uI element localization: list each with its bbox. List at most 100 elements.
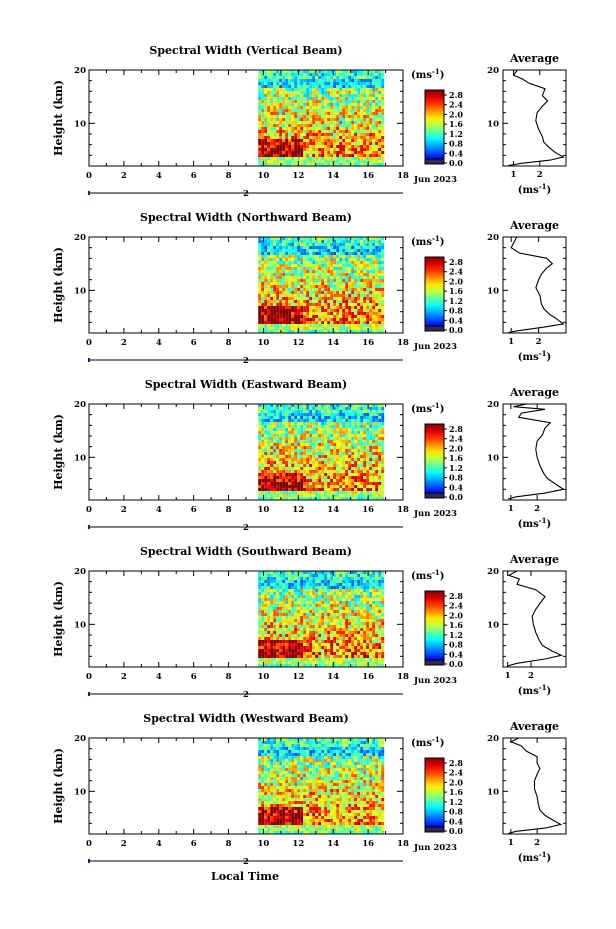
heatmap-cell <box>330 318 334 321</box>
heatmap-cell <box>276 407 280 410</box>
heatmap-cell <box>372 249 376 252</box>
heatmap-cell <box>366 321 370 324</box>
heatmap-cell <box>360 464 364 467</box>
heatmap-cell <box>363 103 367 106</box>
heatmap-cell <box>381 157 385 160</box>
heatmap-cell <box>375 583 379 586</box>
heatmap-cell <box>330 160 334 163</box>
heatmap-cell <box>315 491 319 494</box>
heatmap-cell <box>357 318 361 321</box>
heatmap-cell <box>381 306 385 309</box>
heatmap-cell <box>261 589 265 592</box>
heatmap-cell <box>300 255 304 258</box>
heatmap-cell <box>297 124 301 127</box>
heatmap-cell <box>291 297 295 300</box>
heatmap-cell <box>333 428 337 431</box>
heatmap-cell <box>351 458 355 461</box>
heatmap-cell <box>312 288 316 291</box>
heatmap-cell <box>354 106 358 109</box>
heatmap-cell <box>303 160 307 163</box>
heatmap-cell <box>264 237 268 240</box>
heatmap-cell <box>294 318 298 321</box>
heatmap-cell <box>261 443 265 446</box>
heatmap-cell <box>273 422 277 425</box>
heatmap-cell <box>339 425 343 428</box>
heatmap-cell <box>291 464 295 467</box>
heatmap-cell <box>375 303 379 306</box>
heatmap-cell <box>351 598 355 601</box>
heatmap-cell <box>258 458 262 461</box>
heatmap-cell <box>324 315 328 318</box>
heatmap-cell <box>264 243 268 246</box>
heatmap-cell <box>294 607 298 610</box>
heatmap-cell <box>348 243 352 246</box>
heatmap-cell <box>360 491 364 494</box>
heatmap-cell <box>342 276 346 279</box>
heatmap-cell <box>315 145 319 148</box>
heatmap-cell <box>258 589 262 592</box>
heatmap-cell <box>279 133 283 136</box>
heatmap-cell <box>369 139 373 142</box>
heatmap-cell <box>297 112 301 115</box>
heatmap-cell <box>333 434 337 437</box>
heatmap-cell <box>315 470 319 473</box>
heatmap-cell <box>357 574 361 577</box>
heatmap-cell <box>309 577 313 580</box>
heatmap-cell <box>351 85 355 88</box>
heatmap-cell <box>336 577 340 580</box>
heatmap-cell <box>372 79 376 82</box>
heatmap-cell <box>279 437 283 440</box>
heatmap-cell <box>270 574 274 577</box>
heatmap-cell <box>288 91 292 94</box>
heatmap-cell <box>324 151 328 154</box>
heatmap-cell <box>330 282 334 285</box>
heatmap-cell <box>300 574 304 577</box>
heatmap-cell <box>369 70 373 73</box>
heatmap-cell <box>258 422 262 425</box>
heatmap-cell <box>279 270 283 273</box>
heatmap-cell <box>342 601 346 604</box>
heatmap-cell <box>339 404 343 407</box>
heatmap-cell <box>333 276 337 279</box>
heatmap-cell <box>348 309 352 312</box>
heatmap-cell <box>267 136 271 139</box>
heatmap-cell <box>273 580 277 583</box>
heatmap-cell <box>276 476 280 479</box>
heatmap-cell <box>276 595 280 598</box>
heatmap-cell <box>285 458 289 461</box>
heatmap-cell <box>261 279 265 282</box>
heatmap-cell <box>303 479 307 482</box>
heatmap-cell <box>375 482 379 485</box>
heatmap-cell <box>309 100 313 103</box>
heatmap-cell <box>357 577 361 580</box>
heatmap-cell <box>336 303 340 306</box>
heatmap-cell <box>348 467 352 470</box>
heatmap-cell <box>276 261 280 264</box>
heatmap-cell <box>276 449 280 452</box>
heatmap-cell <box>339 312 343 315</box>
heatmap-cell <box>315 139 319 142</box>
heatmap-cell <box>258 577 262 580</box>
heatmap-cell <box>291 479 295 482</box>
heatmap-cell <box>327 476 331 479</box>
heatmap-cell <box>264 315 268 318</box>
heatmap-cell <box>315 264 319 267</box>
heatmap-cell <box>357 252 361 255</box>
unit-label: (ms-1) <box>411 234 444 248</box>
heatmap-cell <box>327 103 331 106</box>
heatmap-cell <box>303 73 307 76</box>
heatmap-cell <box>261 607 265 610</box>
y-tick-label: 10 <box>74 286 86 296</box>
heatmap-cell <box>270 276 274 279</box>
date-label: Jun 2023 <box>413 342 457 352</box>
heatmap-cell <box>339 497 343 500</box>
heatmap-cell <box>276 452 280 455</box>
heatmap-cell <box>300 267 304 270</box>
heatmap-cell <box>378 160 382 163</box>
heatmap-cell <box>375 240 379 243</box>
heatmap-cell <box>300 139 304 142</box>
heatmap-cell <box>351 249 355 252</box>
heatmap-cell <box>369 452 373 455</box>
heatmap-cell <box>294 267 298 270</box>
panel-title: Spectral Width (Southward Beam) <box>140 545 352 558</box>
